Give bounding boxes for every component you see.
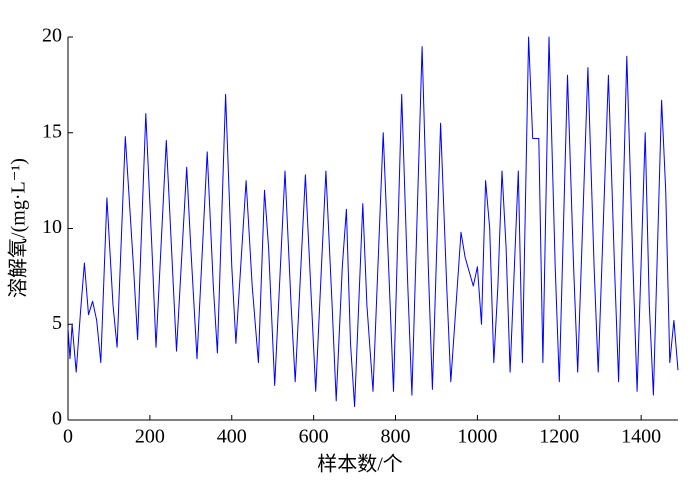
x-tick-label: 800 [381,426,411,448]
y-tick-label: 5 [52,312,62,334]
x-tick-label: 1400 [621,426,661,448]
y-tick-label: 15 [42,120,62,142]
x-tick-label: 1000 [457,426,497,448]
x-tick-label: 1200 [539,426,579,448]
y-axis-label: 溶解氧/(mg·L⁻¹) [7,158,30,298]
x-tick-label: 0 [63,426,73,448]
y-tick-label: 20 [42,25,62,47]
data-line [67,36,679,408]
x-tick-label: 200 [135,426,165,448]
x-tick-label: 600 [299,426,329,448]
y-tick-label: 0 [52,408,62,430]
y-tick-label: 10 [42,216,62,238]
x-axis-label: 样本数/个 [317,453,403,476]
x-tick-label: 400 [217,426,247,448]
